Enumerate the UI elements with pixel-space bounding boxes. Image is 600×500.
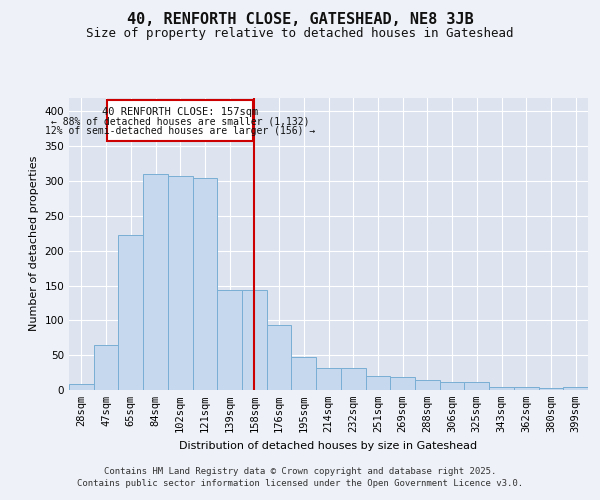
Bar	[489, 387, 514, 390]
Bar	[292, 356, 316, 390]
Bar	[267, 325, 292, 390]
Bar	[365, 376, 390, 390]
Y-axis label: Number of detached properties: Number of detached properties	[29, 156, 39, 332]
Bar	[193, 178, 217, 390]
Bar	[464, 382, 489, 390]
FancyBboxPatch shape	[107, 100, 253, 140]
Bar	[242, 290, 267, 390]
Text: 40 RENFORTH CLOSE: 157sqm: 40 RENFORTH CLOSE: 157sqm	[102, 108, 259, 117]
Bar	[563, 386, 588, 390]
Text: 12% of semi-detached houses are larger (156) →: 12% of semi-detached houses are larger (…	[45, 126, 316, 136]
Bar	[415, 380, 440, 390]
Text: 40, RENFORTH CLOSE, GATESHEAD, NE8 3JB: 40, RENFORTH CLOSE, GATESHEAD, NE8 3JB	[127, 12, 473, 28]
Bar	[69, 384, 94, 390]
Bar	[143, 174, 168, 390]
Bar	[217, 290, 242, 390]
X-axis label: Distribution of detached houses by size in Gateshead: Distribution of detached houses by size …	[179, 440, 478, 450]
Bar	[539, 388, 563, 390]
Text: Size of property relative to detached houses in Gateshead: Size of property relative to detached ho…	[86, 28, 514, 40]
Bar	[440, 382, 464, 390]
Bar	[168, 176, 193, 390]
Bar	[390, 377, 415, 390]
Text: Contains HM Land Registry data © Crown copyright and database right 2025.
Contai: Contains HM Land Registry data © Crown c…	[77, 466, 523, 487]
Bar	[514, 386, 539, 390]
Text: ← 88% of detached houses are smaller (1,132): ← 88% of detached houses are smaller (1,…	[51, 117, 310, 127]
Bar	[94, 344, 118, 390]
Bar	[341, 368, 365, 390]
Bar	[118, 236, 143, 390]
Bar	[316, 368, 341, 390]
